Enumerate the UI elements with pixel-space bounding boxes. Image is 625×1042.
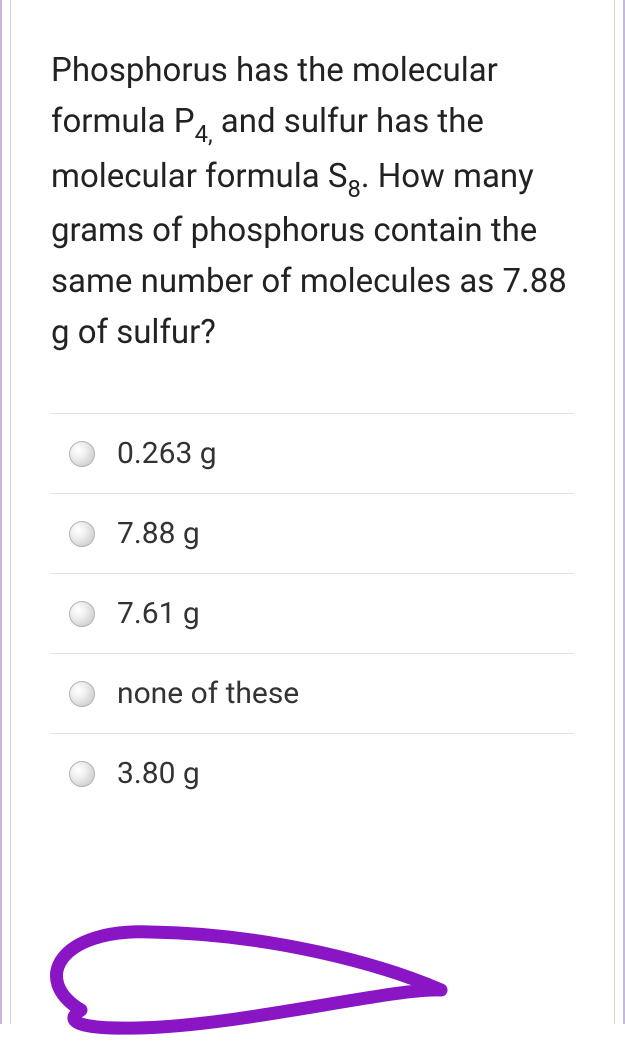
- option-row[interactable]: none of these: [51, 653, 574, 733]
- inner-card: Phosphorus has the molecular formula P4,…: [10, 0, 615, 1024]
- radio-icon[interactable]: [69, 441, 95, 467]
- subscript: 4,: [195, 120, 213, 148]
- option-label: 7.61 g: [117, 596, 574, 631]
- option-label: 0.263 g: [117, 436, 574, 471]
- option-label: 7.88 g: [117, 516, 574, 551]
- option-label: 3.80 g: [117, 756, 574, 791]
- radio-icon[interactable]: [69, 521, 95, 547]
- option-row[interactable]: 7.88 g: [51, 493, 574, 573]
- highlight-svg: [41, 918, 461, 1038]
- option-label: none of these: [117, 676, 574, 711]
- subscript: 8: [347, 175, 360, 203]
- radio-icon[interactable]: [69, 761, 95, 787]
- option-row[interactable]: 7.61 g: [51, 573, 574, 653]
- question-text: Phosphorus has the molecular formula P4,…: [51, 45, 574, 358]
- radio-icon[interactable]: [69, 601, 95, 627]
- option-row[interactable]: 3.80 g: [51, 733, 574, 813]
- outer-frame: Phosphorus has the molecular formula P4,…: [0, 0, 625, 1024]
- options-list: 0.263 g 7.88 g 7.61 g none of these 3.80 g: [51, 413, 574, 813]
- answer-highlight: [41, 918, 461, 1038]
- option-row[interactable]: 0.263 g: [51, 413, 574, 493]
- radio-icon[interactable]: [69, 681, 95, 707]
- highlight-stroke: [56, 932, 441, 1028]
